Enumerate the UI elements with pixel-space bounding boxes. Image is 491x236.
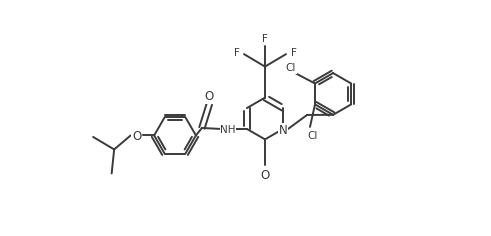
Text: O: O (260, 169, 270, 182)
Text: O: O (205, 90, 214, 103)
Text: Cl: Cl (307, 131, 318, 141)
Text: N: N (279, 124, 287, 137)
Text: NH: NH (220, 125, 236, 135)
Text: F: F (262, 34, 268, 44)
Text: Cl: Cl (286, 63, 296, 73)
Text: O: O (132, 131, 141, 143)
Text: F: F (291, 48, 297, 58)
Text: F: F (234, 48, 240, 58)
